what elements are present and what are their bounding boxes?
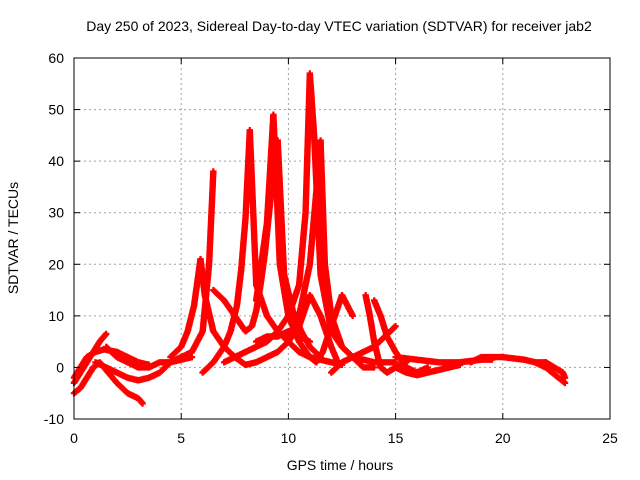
data-point-run — [199, 262, 213, 335]
x-tick-label: 5 — [177, 430, 185, 446]
data-point — [210, 168, 217, 175]
x-tick-label: 10 — [281, 430, 297, 446]
data-point-run — [295, 338, 313, 360]
data-point-run — [274, 137, 288, 277]
data-point-run — [113, 379, 130, 396]
data-point-run — [231, 312, 248, 334]
y-tick-label: -10 — [44, 411, 64, 427]
data-point-run — [306, 70, 318, 138]
x-tick-label: 0 — [70, 430, 78, 446]
data-point-run — [328, 360, 345, 376]
y-axis-title: SDTVAR / TECUs — [5, 182, 21, 294]
y-tick-label: 0 — [56, 359, 64, 375]
data-point-run — [210, 286, 227, 303]
data-point — [456, 361, 464, 369]
series-arc-13 — [253, 328, 314, 345]
data-point-run — [328, 343, 341, 365]
plot-frame — [73, 57, 611, 420]
data-point — [561, 374, 569, 381]
y-tick-label: 60 — [48, 50, 64, 66]
series-arc-11 — [220, 70, 399, 366]
data-point-run — [499, 353, 527, 363]
y-tick-label: 30 — [48, 205, 64, 221]
data-point — [102, 330, 110, 338]
x-tick-label: 25 — [602, 430, 618, 446]
y-tick-label: 20 — [48, 256, 64, 272]
data-point-run — [413, 356, 441, 366]
data-point-run — [167, 344, 184, 361]
data-point-run — [190, 272, 202, 309]
data-point-run — [205, 169, 217, 268]
x-tick-label: 15 — [388, 430, 404, 446]
data-point-run — [246, 127, 260, 287]
data-point-run — [362, 292, 373, 318]
data-point-run — [184, 303, 197, 335]
data-point-run — [317, 137, 328, 267]
data-marks — [70, 70, 569, 407]
data-point-run — [188, 329, 206, 356]
data-point-run — [306, 190, 320, 268]
data-point-run — [366, 312, 378, 344]
data-point-run — [274, 313, 291, 335]
data-point — [139, 400, 146, 407]
data-point-run — [253, 221, 270, 304]
y-tick-label: 40 — [48, 153, 64, 169]
data-point-run — [270, 111, 283, 267]
data-point-run — [306, 292, 324, 318]
data-point-run — [199, 360, 216, 376]
grid — [74, 58, 610, 419]
chart-title: Day 250 of 2023, Sidereal Day-to-day VTE… — [86, 18, 592, 34]
series-arc-18 — [392, 361, 464, 379]
data-point-run — [220, 297, 238, 318]
data-point-run — [285, 283, 302, 320]
data-point — [306, 338, 314, 345]
data-point-run — [338, 292, 356, 318]
data-point-run — [238, 216, 249, 273]
axis-ticks — [73, 57, 611, 420]
data-point-run — [383, 333, 399, 354]
data-point-run — [328, 312, 345, 349]
data-point-run — [210, 344, 227, 366]
data-point-run — [295, 262, 313, 320]
series-arc-12 — [285, 137, 378, 371]
y-tick-label: 10 — [48, 308, 64, 324]
data-point-run — [321, 261, 335, 318]
x-axis-title: GPS time / hours — [287, 457, 394, 473]
data-point — [392, 322, 399, 330]
data-point-run — [103, 343, 120, 360]
series-arc-7 — [178, 168, 217, 361]
data-point-run — [105, 369, 120, 386]
data-point-run — [276, 261, 292, 318]
y-tick-label: 50 — [48, 102, 64, 118]
x-tick-label: 20 — [495, 430, 511, 446]
data-point-run — [233, 267, 245, 309]
series-arc-14 — [328, 322, 399, 376]
data-point-run — [285, 338, 302, 355]
data-point — [349, 312, 356, 320]
series-arc-21 — [542, 359, 569, 381]
tick-labels: 0 5 10 15 20 25 -10 0 10 20 30 40 50 60 — [44, 50, 618, 446]
data-point-run — [156, 360, 173, 376]
data-point-run — [371, 338, 384, 370]
data-point-run — [295, 210, 309, 289]
data-point — [370, 364, 378, 371]
